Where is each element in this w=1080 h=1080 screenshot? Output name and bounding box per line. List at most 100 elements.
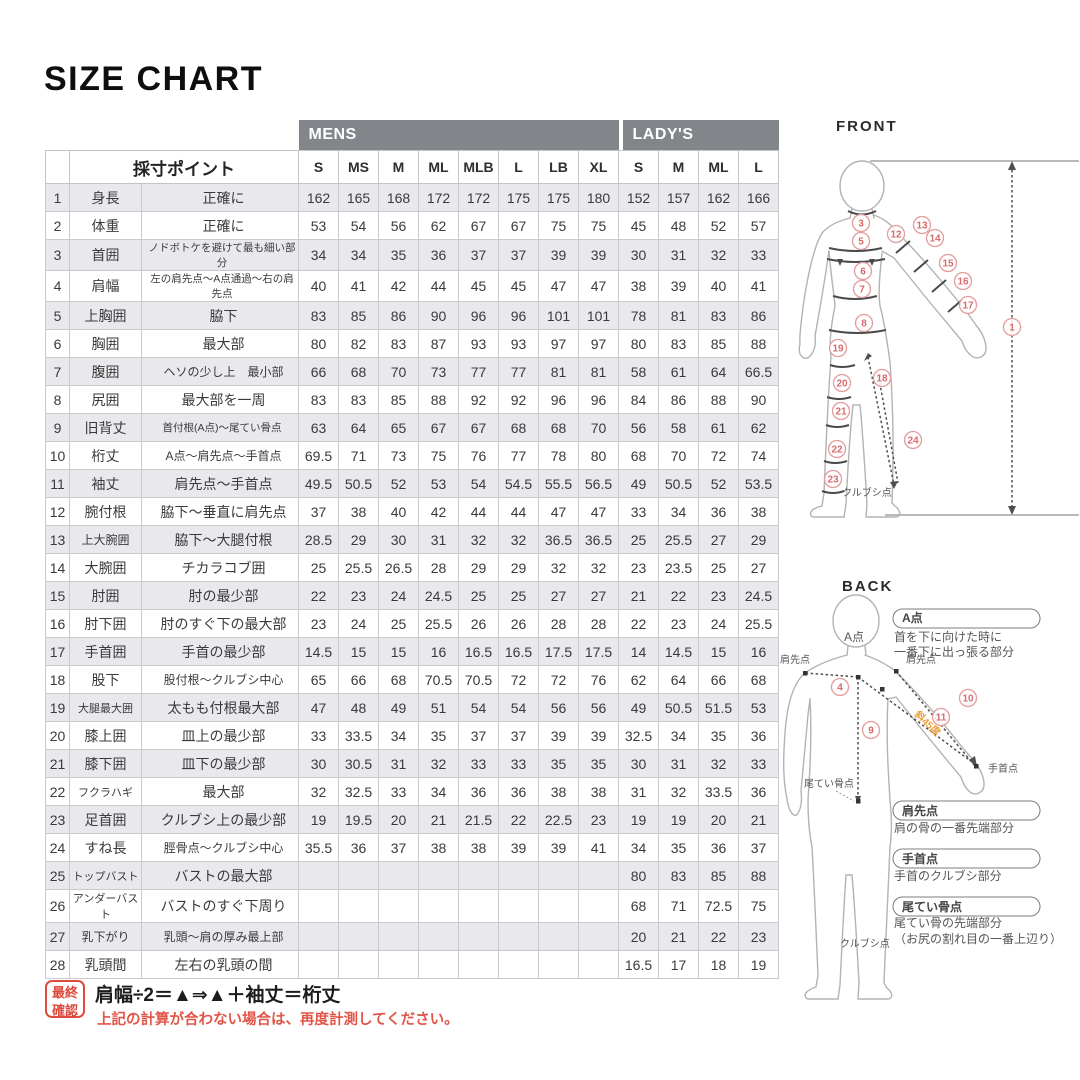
size-value: 72 bbox=[698, 441, 739, 470]
check-formula: 肩幅÷2＝▲⇒▲＋袖丈＝桁丈 bbox=[95, 985, 341, 1006]
size-value: 20 bbox=[698, 805, 739, 834]
size-value: 44 bbox=[498, 497, 539, 526]
size-value: 35 bbox=[698, 721, 739, 750]
table-row: 10 桁丈 A点〜肩先点〜手首点 69.5 71 73 75 76 77 78 80 68 70 72 74 bbox=[45, 441, 779, 470]
measure-marker-number: 21 bbox=[835, 407, 847, 418]
table-row: 25 トップバスト バストの最大部 80 83 85 88 bbox=[45, 861, 779, 890]
measure-name: 手首囲 bbox=[69, 637, 142, 666]
size-value: 20 bbox=[618, 922, 659, 951]
measure-marker-number: 5 bbox=[858, 237, 864, 248]
size-value: 25.5 bbox=[338, 553, 379, 582]
size-value: 33 bbox=[738, 239, 779, 271]
size-value: 38 bbox=[618, 270, 659, 302]
size-value: 33.5 bbox=[338, 721, 379, 750]
size-value: 87 bbox=[418, 329, 459, 358]
back-ankle-point-label: クルブシ点 bbox=[840, 937, 890, 950]
size-value: 92 bbox=[498, 385, 539, 414]
wrist-point-figure-label: 手首点 bbox=[988, 762, 1018, 775]
size-value: 17.5 bbox=[578, 637, 619, 666]
measure-marker-number: 7 bbox=[859, 285, 865, 296]
measure-point: 首付根(A点)〜尾てい骨点 bbox=[141, 413, 299, 442]
table-row: 27 乳下がり 乳頭〜肩の厚み最上部 20 21 22 23 bbox=[45, 922, 779, 951]
size-value: 30 bbox=[618, 239, 659, 271]
size-value: 83 bbox=[338, 385, 379, 414]
measure-name: アンダーバスト bbox=[69, 889, 142, 923]
size-value: 66 bbox=[338, 665, 379, 694]
size-value: 45 bbox=[458, 270, 499, 302]
measure-marker-15 bbox=[938, 253, 958, 273]
size-value: 24 bbox=[378, 581, 419, 610]
row-number: 18 bbox=[45, 665, 70, 694]
measure-point: A点〜肩先点〜手首点 bbox=[141, 441, 299, 470]
size-value: 47 bbox=[578, 497, 619, 526]
table-row: 5 上胸囲 脇下 83 85 86 90 96 96 101 101 78 81 83 86 bbox=[45, 301, 779, 330]
size-value: 80 bbox=[578, 441, 619, 470]
size-value: 35.5 bbox=[298, 833, 339, 862]
size-value: 31 bbox=[378, 749, 419, 778]
size-value: 37 bbox=[498, 239, 539, 271]
size-value: 28 bbox=[538, 609, 579, 638]
measure-marker-19 bbox=[828, 338, 848, 358]
size-value: 22.5 bbox=[538, 805, 579, 834]
size-value: 21 bbox=[618, 581, 659, 610]
size-value: 85 bbox=[698, 329, 739, 358]
size-value: 24.5 bbox=[738, 581, 779, 610]
measure-point: チカラコブ囲 bbox=[141, 553, 299, 582]
size-col-mens-s: S bbox=[298, 150, 339, 184]
size-value: 70 bbox=[578, 413, 619, 442]
size-value: 50.5 bbox=[658, 469, 699, 498]
size-value: 33 bbox=[618, 497, 659, 526]
size-value: 33 bbox=[498, 749, 539, 778]
size-value: 33 bbox=[378, 777, 419, 806]
size-col-mens-ms: MS bbox=[338, 150, 379, 184]
measure-marker-11 bbox=[931, 707, 951, 727]
measure-point: 最大部 bbox=[141, 329, 299, 358]
table-row: 13 上大腕囲 脇下〜大腿付根 28.5 29 30 31 32 32 36.5 36.5 25 25.… bbox=[45, 525, 779, 554]
measure-point: 肘のすぐ下の最大部 bbox=[141, 609, 299, 638]
size-value: 34 bbox=[338, 239, 379, 271]
size-value: 90 bbox=[418, 301, 459, 330]
size-value: 86 bbox=[658, 385, 699, 414]
size-value: 21 bbox=[738, 805, 779, 834]
size-value: 17 bbox=[658, 950, 699, 979]
size-value: 83 bbox=[658, 861, 699, 890]
size-value: 19.5 bbox=[338, 805, 379, 834]
size-value: 31 bbox=[658, 749, 699, 778]
size-value: 49 bbox=[618, 469, 659, 498]
size-value: 64 bbox=[338, 413, 379, 442]
size-value bbox=[498, 922, 539, 951]
tailbone-figure-label: 尾てい骨点 bbox=[804, 778, 854, 790]
size-value: 70 bbox=[658, 441, 699, 470]
size-value bbox=[458, 922, 499, 951]
measure-marker-number: 1 bbox=[1009, 323, 1015, 334]
measure-point: 最大部 bbox=[141, 777, 299, 806]
size-value: 34 bbox=[378, 721, 419, 750]
size-value: 39 bbox=[538, 721, 579, 750]
size-value: 85 bbox=[378, 385, 419, 414]
size-value: 47 bbox=[578, 270, 619, 302]
front-title: FRONT bbox=[836, 118, 898, 135]
inseam-arrow-top bbox=[864, 353, 872, 361]
size-value: 65 bbox=[378, 413, 419, 442]
size-value: 29 bbox=[738, 525, 779, 554]
table-row: 1 身長 正確に 162 165 168 172 172 175 175 180 152 157 162 1… bbox=[45, 183, 779, 212]
size-value: 49 bbox=[618, 693, 659, 722]
size-value: 24 bbox=[338, 609, 379, 638]
measure-marker-16 bbox=[953, 271, 973, 291]
size-value bbox=[418, 922, 459, 951]
measure-name: 体重 bbox=[69, 211, 142, 240]
row-number: 10 bbox=[45, 441, 70, 470]
size-value: 22 bbox=[618, 609, 659, 638]
measure-marker-22 bbox=[827, 439, 847, 459]
table-row: 17 手首囲 手首の最少部 14.5 15 15 16 16.5 16.5 17.5 17.5 14 1… bbox=[45, 637, 779, 666]
size-value: 92 bbox=[458, 385, 499, 414]
size-value: 58 bbox=[618, 357, 659, 386]
measure-marker-number: 17 bbox=[962, 301, 974, 312]
measure-point: 股付根〜クルブシ中心 bbox=[141, 665, 299, 694]
final-check-stamp: 最終 確認 bbox=[45, 980, 85, 1018]
size-value: 86 bbox=[378, 301, 419, 330]
size-value: 56 bbox=[578, 693, 619, 722]
size-value: 31 bbox=[658, 239, 699, 271]
front-body-outline bbox=[798, 160, 987, 518]
